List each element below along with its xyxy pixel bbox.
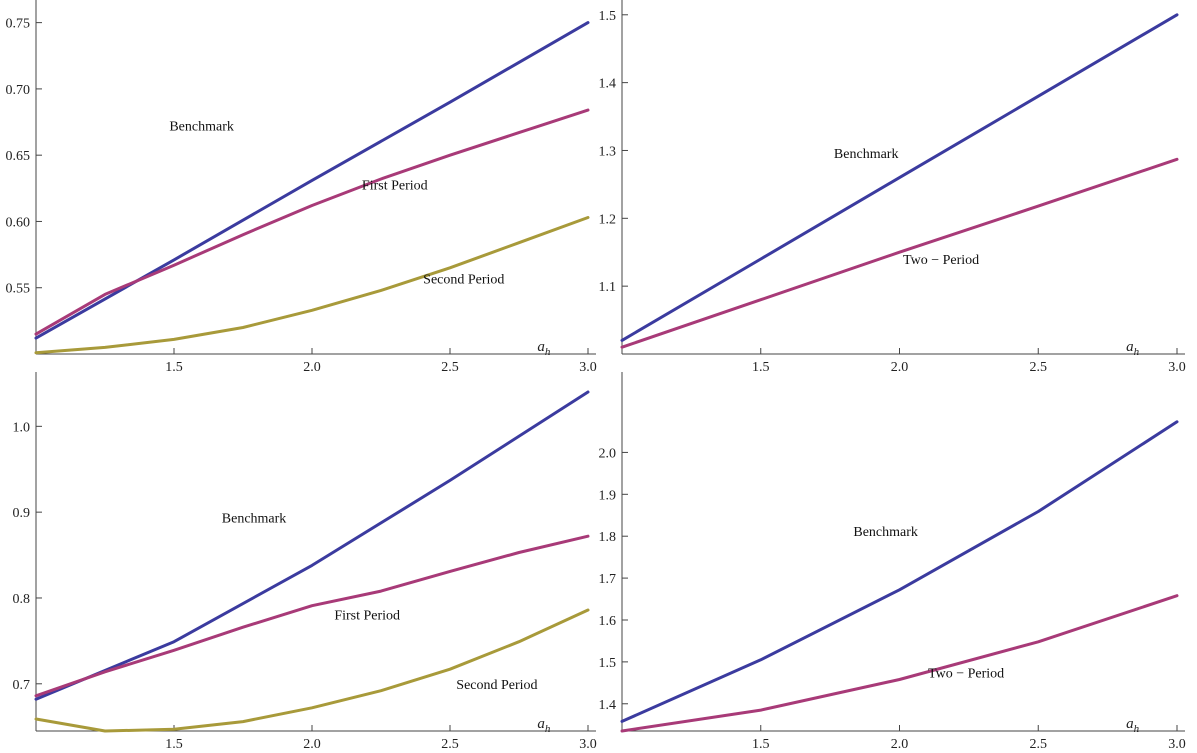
y-tick-label: 0.8 xyxy=(13,592,31,607)
x-axis-label: ah xyxy=(537,716,551,735)
x-axis-label-sub: h xyxy=(545,346,551,358)
y-tick-label: 1.4 xyxy=(599,698,617,713)
series-line-second-period xyxy=(34,608,590,733)
series-line-benchmark xyxy=(34,21,590,340)
series-line-benchmark xyxy=(34,390,590,701)
x-axis-label-main: a xyxy=(537,716,545,732)
x-tick-label: 2.5 xyxy=(1030,360,1048,375)
x-axis-label-sub: h xyxy=(1134,346,1140,358)
y-tick-label: 1.0 xyxy=(13,420,31,435)
y-tick-label: 0.70 xyxy=(6,83,31,98)
x-axis-label-main: a xyxy=(537,339,545,355)
series-annotation: Two − Period xyxy=(928,666,1004,681)
x-axis-label-sub: h xyxy=(545,723,551,735)
series-annotation: Benchmark xyxy=(222,511,287,526)
x-tick-label: 2.5 xyxy=(441,360,459,375)
x-tick-label: 2.0 xyxy=(303,737,321,752)
chart-panel-2: 1.1 1.2 1.3 1.4 1.5 1.5 2.0 2.5 3.0 ah Benchmark Tw… xyxy=(599,0,1186,375)
x-axis-label: ah xyxy=(1126,716,1140,735)
x-tick-label: 3.0 xyxy=(579,737,597,752)
x-tick-label: 2.0 xyxy=(303,360,321,375)
y-tick-label: 1.4 xyxy=(599,77,617,92)
series-line-first-period xyxy=(34,108,590,336)
x-axis-label-sub: h xyxy=(1134,723,1140,735)
y-tick-label: 1.5 xyxy=(599,9,617,24)
x-tick-label: 2.5 xyxy=(441,737,459,752)
y-tick-label: 1.9 xyxy=(599,488,617,503)
x-tick-label: 1.5 xyxy=(165,360,183,375)
y-tick-label: 1.5 xyxy=(599,656,617,671)
y-tick-label: 0.9 xyxy=(13,506,31,521)
y-tick-label: 0.65 xyxy=(6,149,31,164)
y-tick-label: 0.7 xyxy=(13,678,31,693)
series-annotation: Benchmark xyxy=(834,147,899,162)
series-line-two-period xyxy=(620,594,1179,733)
series-annotation: First Period xyxy=(362,179,428,194)
chart-panel-3: 0.7 0.8 0.9 1.0 1.5 2.0 2.5 3.0 ah Benchmark First… xyxy=(13,372,597,752)
y-tick-label: 1.6 xyxy=(599,614,617,629)
x-axis-label-main: a xyxy=(1126,716,1134,732)
y-tick-label: 1.1 xyxy=(599,280,617,295)
x-tick-label: 1.5 xyxy=(752,360,770,375)
series-annotation: Benchmark xyxy=(853,525,918,540)
x-tick-label: 3.0 xyxy=(1168,737,1186,752)
y-tick-label: 2.0 xyxy=(599,446,617,461)
chart-panel-1: 0.55 0.60 0.65 0.70 0.75 1.5 2.0 2.5 3.0 ah Benchm… xyxy=(6,0,597,375)
x-tick-label: 2.0 xyxy=(891,737,909,752)
y-tick-label: 1.7 xyxy=(599,572,617,587)
series-line-first-period xyxy=(34,534,590,698)
series-annotation: Second Period xyxy=(423,273,504,288)
y-tick-label: 1.2 xyxy=(599,212,617,227)
series-annotation: Second Period xyxy=(456,678,537,693)
x-tick-label: 1.5 xyxy=(165,737,183,752)
x-axis-label-main: a xyxy=(1126,339,1134,355)
x-axis-label: ah xyxy=(537,339,551,358)
x-tick-label: 3.0 xyxy=(579,360,597,375)
x-tick-label: 1.5 xyxy=(752,737,770,752)
y-tick-label: 0.60 xyxy=(6,215,31,230)
series-annotation: First Period xyxy=(334,608,400,623)
series-annotation: Benchmark xyxy=(169,120,234,135)
y-tick-label: 0.55 xyxy=(6,282,31,297)
series-line-two-period xyxy=(620,157,1179,349)
x-tick-label: 2.0 xyxy=(891,360,909,375)
series-line-second-period xyxy=(34,216,590,355)
x-axis-label: ah xyxy=(1126,339,1140,358)
series-line-benchmark xyxy=(620,13,1179,342)
y-tick-label: 1.3 xyxy=(599,144,617,159)
y-tick-label: 1.8 xyxy=(599,530,617,545)
y-tick-label: 0.75 xyxy=(6,17,31,32)
x-tick-label: 2.5 xyxy=(1030,737,1048,752)
series-annotation: Two − Period xyxy=(903,253,979,268)
x-tick-label: 3.0 xyxy=(1168,360,1186,375)
chart-panel-4: 1.4 1.5 1.6 1.7 1.8 1.9 2.0 1.5 2.0 2.5 3.0 ah Bench… xyxy=(599,372,1186,752)
series-line-benchmark xyxy=(620,420,1179,723)
